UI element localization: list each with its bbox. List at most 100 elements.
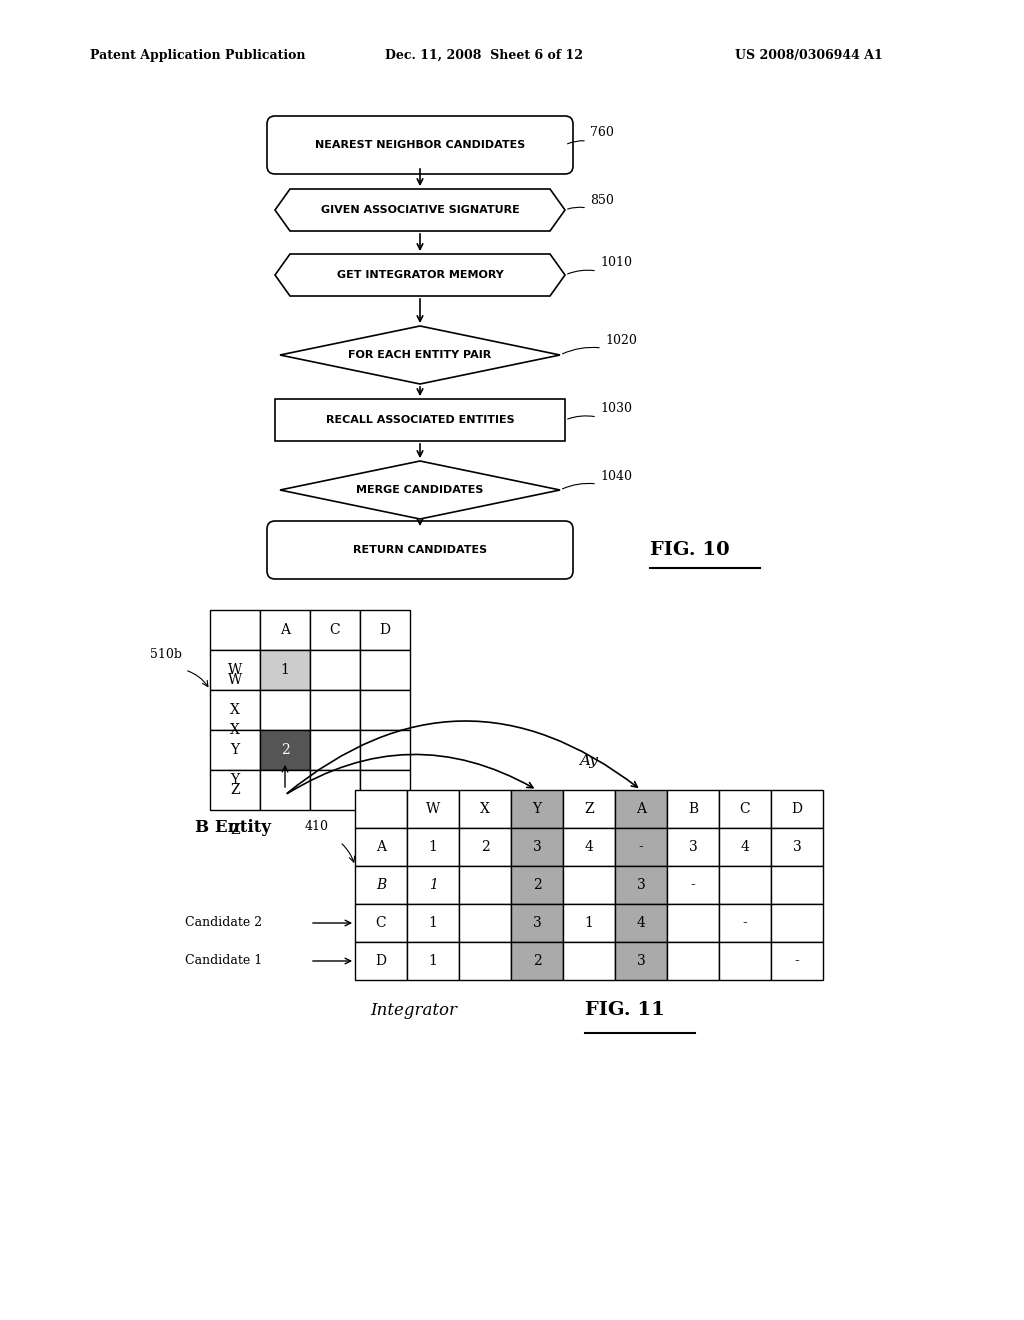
Text: 1020: 1020 [605, 334, 637, 346]
Text: X: X [480, 803, 489, 816]
Bar [511, 904, 563, 942]
Bar [210, 610, 260, 649]
Bar [260, 610, 310, 649]
Bar [563, 828, 615, 866]
Bar [407, 904, 459, 942]
Text: B Entity: B Entity [195, 818, 271, 836]
Text: D: D [792, 803, 803, 816]
Bar [719, 866, 771, 904]
Text: Z: Z [230, 822, 240, 837]
Text: A: A [280, 623, 290, 638]
Bar [563, 866, 615, 904]
Bar [615, 828, 667, 866]
Bar [667, 828, 719, 866]
Bar [355, 789, 407, 828]
Bar [719, 942, 771, 979]
Bar [355, 866, 407, 904]
Bar [459, 866, 511, 904]
Text: 3: 3 [532, 916, 542, 931]
Text: 850: 850 [590, 194, 613, 206]
Text: 1010: 1010 [600, 256, 632, 269]
Text: D: D [380, 623, 390, 638]
Bar [459, 942, 511, 979]
Text: 410: 410 [305, 820, 329, 833]
Bar [360, 730, 410, 770]
Text: Integrator: Integrator [370, 1002, 457, 1019]
Text: Candidate 2: Candidate 2 [185, 916, 262, 929]
Text: Y: Y [230, 743, 240, 756]
FancyBboxPatch shape [267, 521, 573, 579]
Bar [667, 866, 719, 904]
Text: 510b: 510b [150, 648, 182, 661]
Bar [360, 649, 410, 690]
Bar [459, 828, 511, 866]
Text: C: C [739, 803, 751, 816]
Bar [310, 690, 360, 730]
Bar [360, 610, 410, 649]
Bar [563, 942, 615, 979]
Text: C: C [330, 623, 340, 638]
Text: X: X [230, 723, 240, 737]
Text: Z: Z [230, 783, 240, 797]
Text: 3: 3 [637, 878, 645, 892]
Bar [310, 649, 360, 690]
Text: Y: Y [230, 774, 240, 787]
Text: 2: 2 [480, 840, 489, 854]
Bar [360, 690, 410, 730]
Text: -: - [742, 916, 748, 931]
Bar [667, 789, 719, 828]
Bar [310, 770, 360, 810]
Bar [719, 789, 771, 828]
Bar [459, 789, 511, 828]
Bar [511, 942, 563, 979]
Bar [407, 942, 459, 979]
Text: Ay: Ay [580, 754, 598, 768]
Text: W: W [228, 663, 242, 677]
Polygon shape [275, 253, 565, 296]
Text: 3: 3 [688, 840, 697, 854]
Text: FOR EACH ENTITY PAIR: FOR EACH ENTITY PAIR [348, 350, 492, 360]
Bar [511, 866, 563, 904]
Text: 1: 1 [429, 878, 437, 892]
Bar [260, 770, 310, 810]
Text: -: - [639, 840, 643, 854]
Bar [511, 828, 563, 866]
Text: 1: 1 [429, 840, 437, 854]
Bar [615, 942, 667, 979]
Text: 4: 4 [585, 840, 594, 854]
Text: RETURN CANDIDATES: RETURN CANDIDATES [353, 545, 487, 554]
Polygon shape [280, 461, 560, 519]
Text: 1: 1 [429, 954, 437, 968]
Bar [210, 649, 260, 690]
Bar [667, 904, 719, 942]
Bar [355, 828, 407, 866]
Text: 2: 2 [281, 743, 290, 756]
Text: Dec. 11, 2008  Sheet 6 of 12: Dec. 11, 2008 Sheet 6 of 12 [385, 49, 583, 62]
Bar [771, 789, 823, 828]
Bar [310, 610, 360, 649]
Text: FIG. 11: FIG. 11 [585, 1001, 665, 1019]
Bar [210, 690, 260, 730]
Text: 1: 1 [585, 916, 594, 931]
Bar [771, 866, 823, 904]
Text: 1: 1 [429, 916, 437, 931]
Text: D: D [376, 954, 386, 968]
Text: X: X [230, 704, 240, 717]
Text: -: - [795, 954, 800, 968]
Text: 3: 3 [637, 954, 645, 968]
FancyBboxPatch shape [267, 116, 573, 174]
Text: C: C [376, 916, 386, 931]
Bar [771, 904, 823, 942]
Text: US 2008/0306944 A1: US 2008/0306944 A1 [735, 49, 883, 62]
Bar [260, 649, 310, 690]
Text: FIG. 10: FIG. 10 [650, 541, 730, 558]
Polygon shape [280, 326, 560, 384]
Text: RECALL ASSOCIATED ENTITIES: RECALL ASSOCIATED ENTITIES [326, 414, 514, 425]
Bar [260, 690, 310, 730]
Bar [407, 828, 459, 866]
Bar [771, 942, 823, 979]
Bar [407, 789, 459, 828]
Text: Patent Application Publication: Patent Application Publication [90, 49, 305, 62]
Bar [210, 770, 260, 810]
Text: Candidate 1: Candidate 1 [185, 954, 262, 968]
